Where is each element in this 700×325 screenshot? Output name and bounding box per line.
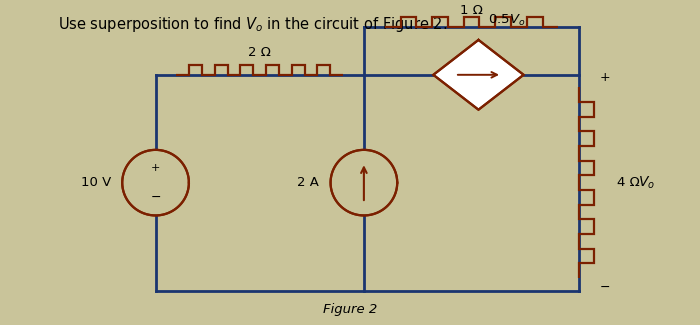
- Text: 1 Ω: 1 Ω: [460, 4, 483, 17]
- Text: 2 Ω: 2 Ω: [248, 46, 271, 59]
- Polygon shape: [122, 150, 189, 215]
- Text: 2 A: 2 A: [298, 176, 319, 189]
- Polygon shape: [330, 150, 397, 215]
- Text: +: +: [600, 72, 610, 84]
- Text: −: −: [150, 191, 161, 204]
- Text: $0.5V_o$: $0.5V_o$: [488, 13, 525, 28]
- Text: Figure 2: Figure 2: [323, 303, 377, 316]
- Text: Use superposition to find $V_o$ in the circuit of Figure 2.: Use superposition to find $V_o$ in the c…: [58, 15, 447, 33]
- Text: 4 Ω: 4 Ω: [617, 176, 640, 189]
- Text: 10 V: 10 V: [81, 176, 112, 189]
- Text: +: +: [151, 163, 160, 173]
- Polygon shape: [433, 40, 524, 110]
- Text: −: −: [600, 281, 610, 294]
- Text: $V_o$: $V_o$: [638, 175, 655, 191]
